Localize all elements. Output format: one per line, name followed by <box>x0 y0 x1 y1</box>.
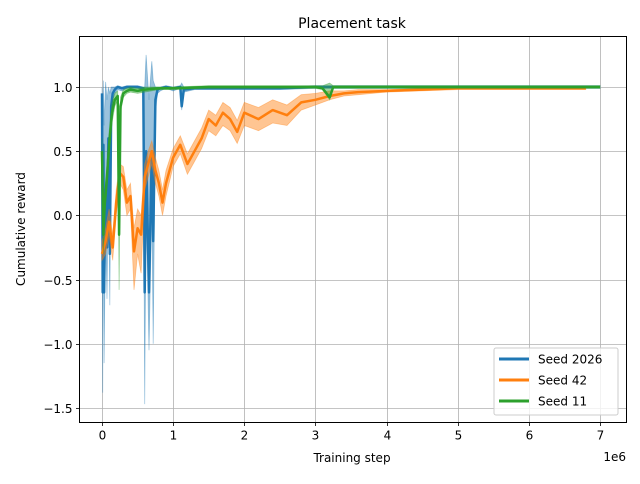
x-tick-label: 0 <box>99 429 107 443</box>
y-tick-label: 1.0 <box>53 81 72 95</box>
series-seed-11 <box>100 82 601 290</box>
series-line <box>100 85 600 236</box>
confidence-band <box>101 86 587 290</box>
axes-frame <box>79 36 627 423</box>
x-tick-label: 4 <box>384 429 392 443</box>
legend-label: Seed 42 <box>538 374 587 388</box>
y-tick-label: 0.0 <box>53 209 72 223</box>
legend-item-seed-42: Seed 42 <box>499 374 587 388</box>
y-tick-label: −1.0 <box>43 338 72 352</box>
x-tick-label: 5 <box>455 429 463 443</box>
series-seed-42 <box>100 86 587 290</box>
legend-box <box>493 347 619 416</box>
y-tick-label: −1.5 <box>43 402 72 416</box>
y-axis-ticks: −1.5 −1.0 −0.5 0.0 0.5 1.0 <box>43 81 80 416</box>
plot-area <box>100 54 601 405</box>
series-line <box>100 87 586 255</box>
x-tick-label: 3 <box>312 429 320 443</box>
legend-label: Seed 11 <box>538 395 587 409</box>
legend-item-seed-11: Seed 11 <box>499 395 587 409</box>
y-tick-label: −0.5 <box>43 274 72 288</box>
x-tick-label: 2 <box>241 429 249 443</box>
legend-label: Seed 2026 <box>538 353 602 367</box>
x-axis-label: Training step <box>312 451 390 465</box>
legend-item-seed-2026: Seed 2026 <box>499 353 602 367</box>
chart-title: Placement task <box>298 16 407 32</box>
x-tick-label: 1 <box>170 429 178 443</box>
series-line <box>100 85 600 294</box>
x-axis-ticks: 0 1 2 3 4 5 6 7 <box>99 422 605 443</box>
x-axis-offset-label: 1e6 <box>603 450 626 464</box>
y-tick-label: 0.5 <box>53 145 72 159</box>
legend: Seed 2026 Seed 42 Seed 11 <box>493 347 619 416</box>
y-axis-label: Cumulative reward <box>14 172 28 286</box>
x-tick-label: 7 <box>597 429 605 443</box>
x-tick-label: 6 <box>526 429 534 443</box>
